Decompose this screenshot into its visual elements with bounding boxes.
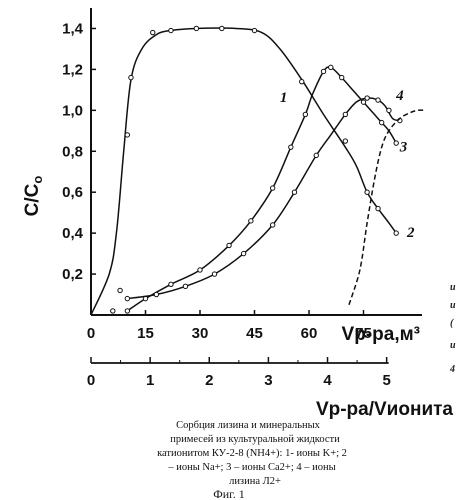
y-tick-label: 1,0 xyxy=(62,102,83,119)
series-1-marker xyxy=(288,144,294,150)
series-3-marker xyxy=(124,295,131,302)
series-1-marker xyxy=(168,281,174,287)
edge-mark-2: и xyxy=(450,300,456,311)
series-1-marker xyxy=(226,242,232,249)
series-3-marker xyxy=(313,152,319,159)
labels-layer: 1 2 3 4 xyxy=(280,88,415,241)
x2-tick-label: 5 xyxy=(382,372,390,389)
series-3-line xyxy=(127,97,401,300)
x-tick-label: 60 xyxy=(301,325,318,342)
series-2-marker xyxy=(364,189,370,195)
curve-label-3: 3 xyxy=(399,139,408,155)
series-1-marker xyxy=(302,111,309,118)
x-axis-title-top: Vр-ра,м³ xyxy=(342,324,420,345)
x2-tick-label: 4 xyxy=(323,372,332,389)
x2-tick-label: 0 xyxy=(87,372,95,389)
series-2-marker xyxy=(342,138,349,144)
series-3-marker xyxy=(291,189,298,195)
edge-mark-1: и xyxy=(450,282,456,293)
series-2-marker xyxy=(110,308,116,314)
y-axis-title-main: C/C xyxy=(22,183,43,216)
series-2-marker xyxy=(393,230,399,236)
x-tick-label: 30 xyxy=(192,325,209,342)
y-tick-label: 0,6 xyxy=(62,184,83,201)
series-2-marker xyxy=(299,78,305,85)
series-2-marker xyxy=(219,25,225,32)
series-3-marker xyxy=(386,107,392,114)
curve-label-1: 1 xyxy=(280,90,288,106)
x-tick-label: 0 xyxy=(87,325,95,342)
series-3-marker xyxy=(211,271,218,277)
curve-label-4: 4 xyxy=(395,88,404,104)
caption-line-1: Сорбция лизина и минеральных xyxy=(176,420,321,431)
series-1-marker xyxy=(378,119,385,126)
series-1-marker xyxy=(269,185,276,191)
axes: 0,20,40,60,81,01,21,40 15 30 45 60 750 1 2 3 4 5 xyxy=(62,8,422,389)
y-tick-label: 0,4 xyxy=(62,225,84,242)
series-1-marker xyxy=(328,64,334,71)
edge-mark-5: 4 xyxy=(449,364,455,375)
series-1-marker xyxy=(320,68,327,75)
series-1-marker xyxy=(248,218,254,224)
y-tick-label: 1,2 xyxy=(62,61,83,78)
series-2-marker xyxy=(128,74,134,81)
series-layer xyxy=(90,25,426,316)
x2-tick-label: 3 xyxy=(264,372,272,389)
series-1-line xyxy=(126,66,397,312)
edge-mark-4: и xyxy=(450,340,456,351)
series-2-marker xyxy=(150,29,156,36)
series-2-marker xyxy=(124,132,131,138)
series-1-marker xyxy=(197,267,203,273)
series-2-marker xyxy=(168,27,174,34)
x2-tick-label: 2 xyxy=(205,372,213,389)
series-3-marker xyxy=(375,97,381,103)
x-tick-label: 75 xyxy=(355,325,372,342)
series-1-marker xyxy=(393,140,399,146)
series-2-line xyxy=(90,27,397,316)
series-3-marker xyxy=(364,95,370,101)
figure-label: Фиг. 1 xyxy=(213,487,244,500)
series-2-marker xyxy=(193,25,200,32)
x-tick-label: 45 xyxy=(246,325,263,342)
series-4-line xyxy=(348,109,426,306)
caption-line-4: – ионы Na+; 3 – ионы Ca2+; 4 – ионы xyxy=(167,462,335,473)
series-1-marker xyxy=(360,99,367,105)
caption-line-2: примесей из культуральной жидкости xyxy=(170,434,340,445)
y-tick-label: 0,2 xyxy=(62,266,83,283)
series-1-marker xyxy=(124,308,131,314)
curve-label-2: 2 xyxy=(406,225,415,241)
x-axis-title-bottom: Vр-ра/Vионита xyxy=(316,399,453,420)
series-1-marker xyxy=(339,74,345,81)
edge-mark-3: ( xyxy=(450,318,454,329)
y-axis-title: C/Co xyxy=(22,176,45,217)
series-2-marker xyxy=(117,287,123,294)
x-tick-label: 15 xyxy=(137,325,154,342)
y-tick-label: 0,8 xyxy=(62,143,83,160)
caption-line-3: катионитом КУ-2-8 (NH4+): 1- ионы K+; 2 xyxy=(157,448,347,459)
series-3-marker xyxy=(269,222,276,228)
series-2-marker xyxy=(375,205,381,212)
caption-line-5: лизина Л2+ xyxy=(229,476,281,487)
series-3-marker xyxy=(182,283,189,290)
y-tick-label: 1,4 xyxy=(62,20,84,37)
series-3-marker xyxy=(342,111,349,118)
caption: Сорбция лизина и минеральных примесей из… xyxy=(157,420,347,500)
series-3-marker xyxy=(153,291,160,298)
series-3-marker xyxy=(240,250,247,257)
series-2-marker xyxy=(251,27,258,34)
y-axis-title-subscript: o xyxy=(30,176,45,184)
right-edge-marks: и и ( и 4 xyxy=(449,282,456,375)
x2-tick-label: 1 xyxy=(146,372,154,389)
